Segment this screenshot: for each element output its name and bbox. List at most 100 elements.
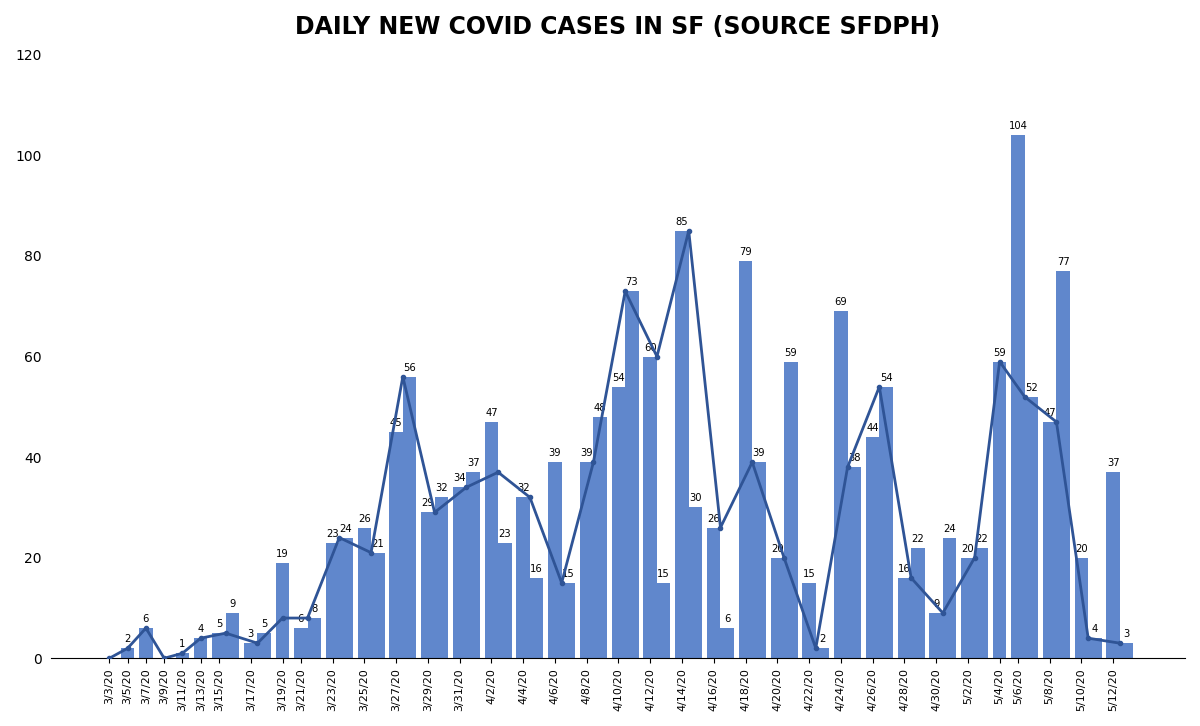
Text: 37: 37: [467, 458, 480, 468]
Text: 39: 39: [581, 448, 593, 458]
Text: 15: 15: [658, 569, 670, 579]
Text: 59: 59: [994, 348, 1006, 358]
Bar: [1043, 422, 1056, 658]
Text: 22: 22: [912, 534, 924, 544]
Text: 52: 52: [1025, 383, 1038, 393]
Title: DAILY NEW COVID CASES IN SF (SOURCE SFDPH): DAILY NEW COVID CASES IN SF (SOURCE SFDP…: [295, 15, 941, 39]
Bar: [676, 231, 689, 658]
Text: 47: 47: [1043, 408, 1056, 418]
Text: 44: 44: [866, 423, 878, 433]
Bar: [992, 362, 1007, 658]
Text: 38: 38: [848, 453, 860, 463]
Text: 20: 20: [770, 544, 784, 554]
Text: 8: 8: [311, 604, 318, 614]
Bar: [340, 537, 353, 658]
Bar: [770, 558, 784, 658]
Bar: [562, 583, 575, 658]
Bar: [276, 563, 289, 658]
Text: 4: 4: [1092, 624, 1098, 634]
Bar: [803, 583, 816, 658]
Bar: [452, 487, 467, 658]
Text: 29: 29: [421, 499, 434, 508]
Bar: [226, 613, 239, 658]
Bar: [1056, 271, 1070, 658]
Bar: [1025, 397, 1038, 658]
Text: 9: 9: [932, 599, 940, 609]
Text: 5: 5: [216, 619, 222, 629]
Text: 21: 21: [372, 539, 384, 549]
Text: 6: 6: [298, 614, 304, 624]
Bar: [212, 633, 226, 658]
Bar: [720, 628, 734, 658]
Bar: [612, 387, 625, 658]
Bar: [307, 618, 322, 658]
Text: 16: 16: [898, 564, 911, 574]
Bar: [1088, 638, 1102, 658]
Bar: [498, 542, 511, 658]
Text: 54: 54: [880, 372, 893, 383]
Bar: [625, 291, 638, 658]
Bar: [752, 462, 766, 658]
Bar: [816, 648, 829, 658]
Bar: [594, 417, 607, 658]
Text: 23: 23: [326, 529, 338, 539]
Text: 73: 73: [625, 277, 638, 287]
Text: 6: 6: [143, 614, 149, 624]
Bar: [580, 462, 594, 658]
Text: 26: 26: [358, 513, 371, 523]
Text: 45: 45: [390, 418, 402, 428]
Bar: [421, 513, 434, 658]
Text: 3: 3: [1123, 629, 1130, 639]
Text: 54: 54: [612, 372, 625, 383]
Text: 22: 22: [976, 534, 988, 544]
Bar: [403, 377, 416, 658]
Text: 19: 19: [276, 549, 289, 559]
Text: 47: 47: [485, 408, 498, 418]
Text: 4: 4: [198, 624, 204, 634]
Bar: [389, 432, 403, 658]
Bar: [1012, 135, 1025, 658]
Bar: [911, 547, 924, 658]
Text: 15: 15: [562, 569, 575, 579]
Bar: [371, 552, 384, 658]
Text: 24: 24: [340, 523, 353, 534]
Bar: [943, 537, 956, 658]
Text: 2: 2: [125, 635, 131, 644]
Text: 26: 26: [707, 513, 720, 523]
Bar: [434, 497, 448, 658]
Text: 20: 20: [1075, 544, 1087, 554]
Text: 9: 9: [229, 599, 235, 609]
Text: 34: 34: [454, 473, 466, 484]
Bar: [516, 497, 530, 658]
Bar: [244, 643, 258, 658]
Bar: [294, 628, 307, 658]
Bar: [548, 462, 562, 658]
Text: 60: 60: [644, 343, 656, 353]
Text: 24: 24: [943, 523, 956, 534]
Text: 1: 1: [179, 639, 186, 649]
Text: 85: 85: [676, 217, 689, 227]
Text: 20: 20: [961, 544, 974, 554]
Text: 6: 6: [724, 614, 731, 624]
Bar: [325, 542, 340, 658]
Text: 30: 30: [689, 494, 702, 503]
Bar: [689, 507, 702, 658]
Bar: [1120, 643, 1134, 658]
Text: 32: 32: [436, 484, 448, 494]
Bar: [834, 311, 847, 658]
Bar: [880, 387, 893, 658]
Bar: [121, 648, 134, 658]
Bar: [961, 558, 974, 658]
Bar: [1075, 558, 1088, 658]
Bar: [866, 437, 880, 658]
Text: 5: 5: [262, 619, 268, 629]
Bar: [358, 528, 371, 658]
Bar: [530, 578, 544, 658]
Text: 48: 48: [594, 403, 606, 413]
Text: 3: 3: [247, 629, 254, 639]
Bar: [175, 653, 190, 658]
Bar: [784, 362, 798, 658]
Bar: [847, 468, 862, 658]
Bar: [898, 578, 911, 658]
Bar: [656, 583, 671, 658]
